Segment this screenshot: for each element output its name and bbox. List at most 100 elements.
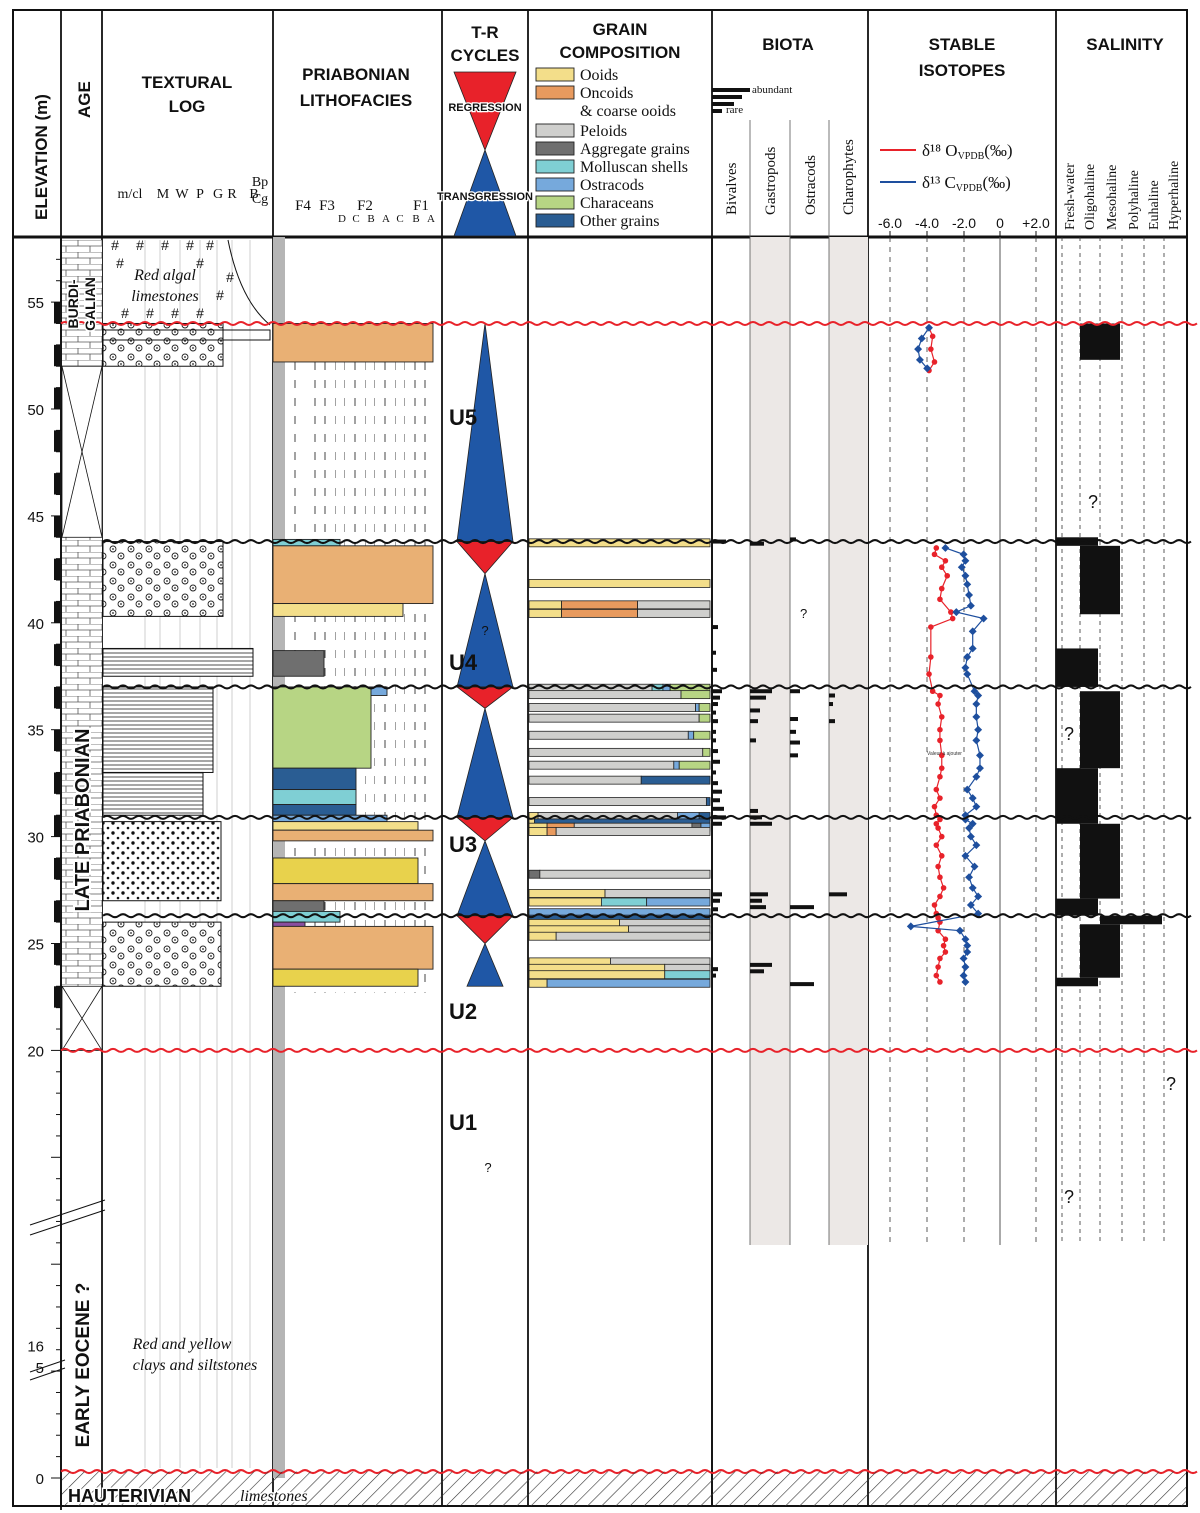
isotope-plot	[906, 323, 988, 986]
grain-swatch	[535, 85, 575, 100]
bivalve-bar	[712, 650, 716, 655]
textural-log: # # # # ## ## # # ###	[61, 237, 271, 1051]
biota-col-label: Ostracods	[803, 155, 819, 215]
c13-point	[959, 954, 968, 963]
grain-header-2: COMPOSITION	[560, 43, 681, 62]
regression-u1	[456, 915, 514, 945]
scale-block	[54, 943, 60, 965]
grain-swatch	[535, 195, 575, 210]
o18-point	[940, 942, 947, 949]
isotope-legend: δ¹⁸ OVPDB(‰) δ¹³ CVPDB(‰)	[880, 141, 1013, 194]
o18-point	[933, 786, 940, 793]
o18-point	[937, 596, 943, 603]
bivalve-bar	[712, 759, 720, 764]
scale-block	[54, 302, 60, 324]
grain-header-1: GRAIN	[593, 20, 648, 39]
facies-col-label: F3	[319, 198, 335, 214]
algal-symbol: #	[146, 305, 154, 321]
o18-point	[938, 564, 945, 571]
burdigalian-profile	[227, 239, 271, 326]
elevation-tick-label: 20	[27, 1043, 44, 1060]
grain-bar-segment	[604, 889, 711, 898]
bivalve-bar	[712, 798, 720, 803]
ostracod-bar	[790, 905, 814, 910]
c13-point	[965, 591, 974, 599]
biota-col-label: Gastropods	[763, 147, 779, 215]
charophyte-bar	[829, 693, 835, 698]
tr-cycles-column	[455, 323, 515, 987]
salinity-hyper	[1100, 915, 1162, 925]
grain-bar-segment	[646, 897, 711, 907]
o18-point	[935, 825, 941, 831]
mid-bar-1	[712, 95, 742, 99]
facies-dashed-column	[335, 323, 345, 993]
lithofacies-column	[272, 323, 434, 987]
c13-point	[959, 971, 968, 980]
facies-bar-u5	[272, 323, 434, 363]
salinity-23	[1056, 977, 1098, 987]
facies-bar-u1-oncoid	[272, 925, 434, 970]
bivalve-bar	[712, 729, 716, 734]
o18-point	[931, 902, 938, 908]
o18-point	[928, 654, 934, 660]
grain-bar-segment	[528, 730, 689, 740]
algal-symbol: #	[111, 237, 119, 253]
o18-point	[938, 752, 945, 759]
age-burdigalian-pattern	[62, 240, 102, 324]
red-yellow-line2: clays and siltstones	[133, 1357, 257, 1374]
unit-u3: U3	[449, 832, 477, 857]
algal-symbol: #	[121, 305, 129, 321]
textural-log-header-2: LOG	[169, 97, 206, 116]
transgression-u1	[466, 942, 504, 987]
grain-bar-segment	[528, 579, 711, 588]
o18-point	[938, 853, 945, 859]
scale-block	[54, 644, 60, 666]
o18-point	[931, 551, 938, 558]
o18-point	[937, 816, 943, 823]
bivalve-bar	[712, 719, 718, 724]
salinity-u1	[1080, 924, 1120, 978]
scale-block	[54, 515, 60, 538]
textural-col-label: W	[175, 187, 189, 202]
gastropod-bar	[750, 738, 756, 743]
textural-extra-label: Bp	[252, 175, 268, 190]
facies-col-label: F4	[295, 198, 311, 214]
break-line	[29, 1209, 106, 1236]
bivalve-bar	[712, 806, 724, 811]
o18-point	[937, 893, 943, 900]
grain-swatch	[535, 213, 575, 228]
elevation-tick-label: 0	[36, 1471, 44, 1488]
o18-point	[937, 874, 943, 881]
lithofacies-header-2: LITHOFACIES	[300, 91, 412, 110]
grain-bar-segment	[539, 869, 711, 879]
c13-point	[972, 700, 981, 709]
salinity-col-label: Polyhaline	[1127, 170, 1142, 230]
elevation-tick-label: 16	[27, 1338, 44, 1355]
o18-point	[935, 863, 941, 870]
gastropod-bar	[750, 892, 768, 897]
unit-u4: U4	[449, 650, 478, 675]
o18-point	[944, 572, 951, 579]
bivalve-bar	[712, 702, 718, 707]
o18-point	[926, 671, 932, 677]
c13-point	[961, 935, 970, 944]
bivalve-bar	[712, 821, 722, 826]
scale-block	[54, 601, 60, 623]
gastropod-bar	[750, 815, 762, 820]
qmark-salinity-22: ?	[1064, 1187, 1074, 1207]
grain-bar-segment	[528, 931, 557, 941]
age-gap-cross	[61, 986, 103, 1051]
o18-point	[942, 936, 949, 943]
isotope-tick-label: 0	[996, 215, 1004, 231]
o18-point	[928, 624, 934, 630]
bivalve-bar	[712, 973, 716, 978]
bivalve-bar	[712, 789, 722, 794]
c13-point	[972, 841, 981, 850]
early-eocene-label: EARLY EOCENE ?	[73, 1283, 94, 1448]
bivalve-bar	[712, 898, 720, 903]
texture-u4-oolite	[102, 541, 224, 617]
tr-legend: REGRESSION TRANSGRESSION	[436, 71, 534, 237]
ostracod-bar	[790, 740, 800, 745]
